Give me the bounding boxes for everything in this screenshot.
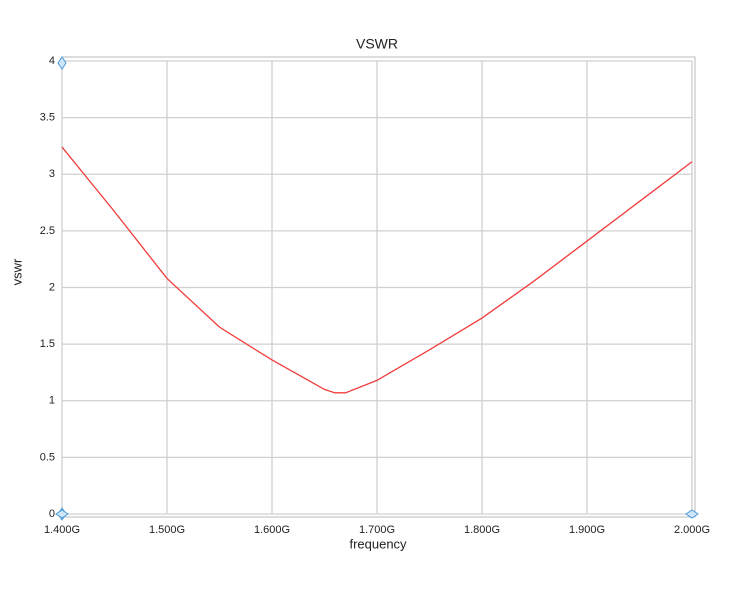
x-tick-label: 1.500G bbox=[149, 524, 185, 536]
x-tick-label: 1.600G bbox=[254, 524, 290, 536]
y-tick-label: 3.5 bbox=[40, 112, 55, 124]
y-tick-label: 1 bbox=[49, 395, 55, 407]
y-tick-label: 3 bbox=[49, 168, 55, 180]
chart-title: VSWR bbox=[356, 36, 398, 52]
x-tick-label: 2.000G bbox=[674, 524, 710, 536]
x-tick-label: 1.900G bbox=[569, 524, 605, 536]
x-tick-label: 1.400G bbox=[44, 524, 80, 536]
x-axis-label: frequency bbox=[349, 536, 407, 551]
x-tick-label: 1.700G bbox=[359, 524, 395, 536]
y-tick-label: 2.5 bbox=[40, 225, 55, 237]
y-tick-label: 4 bbox=[49, 55, 55, 67]
y-tick-label: 1.5 bbox=[40, 338, 55, 350]
corner-markers bbox=[55, 56, 699, 521]
y-axis-label: vswr bbox=[9, 258, 24, 285]
y-tick-label: 0.5 bbox=[40, 451, 55, 463]
y-tick-label: 0 bbox=[49, 508, 55, 520]
x-tick-label: 1.800G bbox=[464, 524, 500, 536]
data-line bbox=[61, 146, 693, 394]
y-tick-label: 2 bbox=[49, 281, 55, 293]
